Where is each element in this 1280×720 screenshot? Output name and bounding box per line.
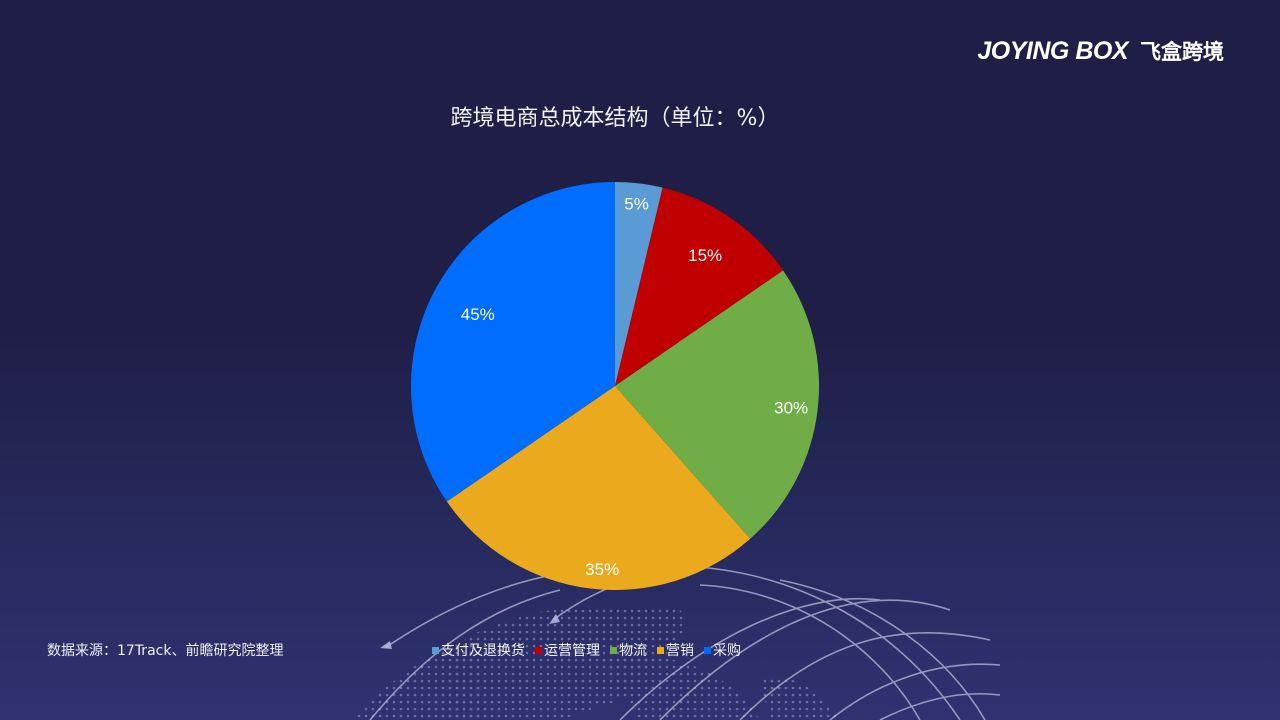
chart-legend: 支付及退换货 运营管理 物流 营销 采购: [432, 640, 741, 660]
legend-label: 营销: [666, 643, 694, 659]
pie-data-label: 30%: [774, 399, 808, 418]
pie-data-label: 15%: [688, 246, 722, 265]
pie-slice: [446, 386, 751, 591]
pie-slice: [615, 182, 663, 386]
brand-logo: JOYING BOX 飞盒跨境: [977, 36, 1224, 66]
legend-item-logistics: 物流: [610, 640, 647, 660]
chart-title: 跨境电商总成本结构（单位：%）: [450, 106, 780, 131]
legend-swatch-icon: [610, 646, 617, 654]
pie-data-label: 35%: [585, 560, 619, 579]
legend-swatch-icon: [432, 646, 439, 654]
brand-name-en: JOYING BOX: [977, 36, 1128, 65]
legend-swatch-icon: [657, 646, 664, 654]
legend-item-operations: 运营管理: [535, 640, 600, 660]
legend-swatch-icon: [704, 646, 711, 654]
legend-label: 运营管理: [544, 643, 600, 659]
pie-slice: [615, 270, 820, 539]
legend-item-payment-returns: 支付及退换货: [432, 640, 525, 660]
brand-name-cn: 飞盒跨境: [1140, 40, 1224, 64]
legend-item-marketing: 营销: [657, 640, 694, 660]
pie-data-label: 45%: [461, 305, 495, 324]
legend-swatch-icon: [535, 646, 542, 654]
data-source-note: 数据来源：17Track、前瞻研究院整理: [47, 643, 284, 659]
pie-slice: [411, 182, 615, 502]
legend-label: 支付及退换货: [441, 643, 525, 659]
legend-label: 物流: [619, 643, 647, 659]
legend-item-procurement: 采购: [704, 640, 741, 660]
legend-label: 采购: [713, 643, 741, 659]
pie-data-label: 5%: [624, 195, 649, 214]
pie-slice: [615, 187, 784, 386]
